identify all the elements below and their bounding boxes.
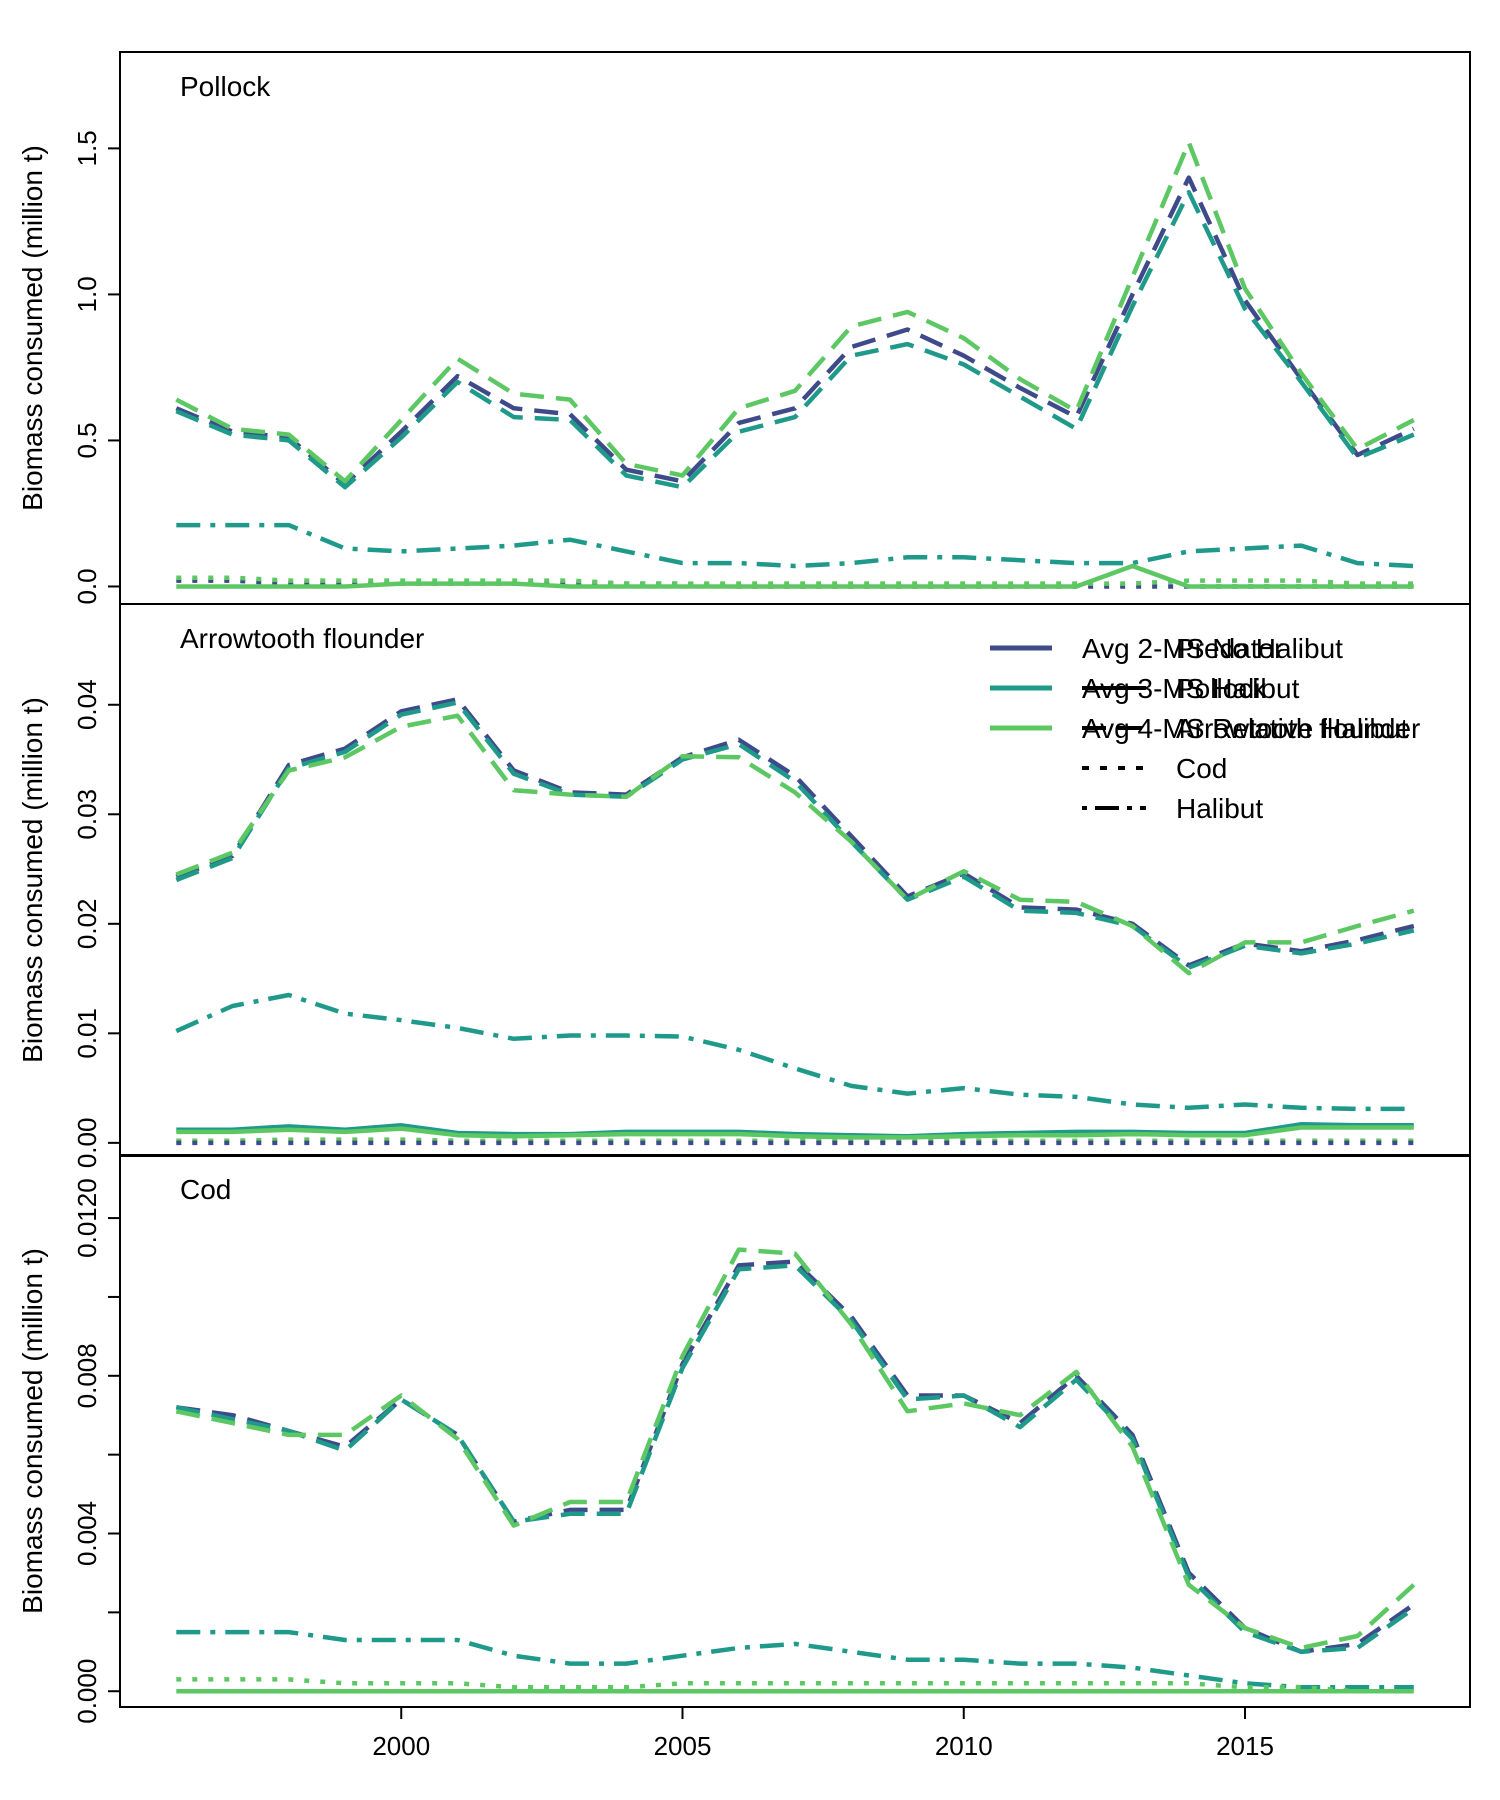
series-group — [175, 697, 1415, 1146]
y-tick-label: 0.004 — [72, 1501, 102, 1566]
series-line-avg-3-ms-halibut-halibut — [175, 992, 1414, 1112]
panel-frame — [119, 51, 1471, 605]
y-tick-label: 0.000 — [72, 1659, 102, 1724]
y-tick-label: 1.0 — [72, 276, 102, 312]
legend-label-predator: Predator — [1176, 633, 1283, 664]
y-tick-label: 0.0 — [72, 568, 102, 604]
panel-title: Arrowtooth flounder — [180, 623, 424, 654]
legend-label-halibut: Halibut — [1176, 793, 1263, 824]
legend-label-pollock: Pollock — [1176, 673, 1267, 704]
x-tick-label: 2015 — [1216, 1731, 1274, 1761]
y-tick-label: 0.5 — [72, 422, 102, 458]
y-tick-label: 0.01 — [72, 1008, 102, 1059]
series-line-avg-4-ms-relative-halibut-cod — [176, 1137, 1414, 1143]
y-tick-label: 0.02 — [72, 899, 102, 950]
legend-label-avg-2-ms-no-halibut: Avg 2-MS No Halibut — [1082, 633, 1343, 664]
series-line-avg-4-ms-relative-halibut-cod — [176, 575, 1414, 586]
series-line-avg-3-ms-halibut-pollock — [175, 700, 1415, 970]
series-line-avg-3-ms-halibut-pollock — [175, 1263, 1416, 1655]
y-axis-title: Biomass consumed (million t) — [17, 697, 48, 1063]
legend-label-arrowtooth-flounder: Arrowtooth flounder — [1176, 713, 1420, 744]
x-tick-label: 2005 — [654, 1731, 712, 1761]
y-tick-label: 0.04 — [72, 679, 102, 730]
series-group — [175, 140, 1415, 589]
series-line-avg-2-ms-no-halibut-pollock — [175, 175, 1415, 487]
y-tick-label: 0.03 — [72, 789, 102, 840]
panel-title: Pollock — [180, 71, 271, 102]
panel-pollock: 0.0 0.5 1.0 1.5 Pollock Biomass consumed (mil… — [17, 51, 1471, 605]
y-tick-label: 0.0120 — [72, 1178, 102, 1258]
y-axis-title: Biomass consumed (million t) — [17, 1248, 48, 1614]
y-tick-label: 0.008 — [72, 1343, 102, 1408]
series-line-avg-4-ms-relative-halibut-pollock — [175, 140, 1415, 484]
series-line-avg-4-ms-relative-halibut-pollock — [175, 713, 1415, 976]
y-tick-label: 1.5 — [72, 130, 102, 166]
series-line-avg-3-ms-halibut-halibut — [176, 1629, 1414, 1690]
series-line-avg-3-ms-halibut-halibut — [176, 522, 1414, 569]
y-tick-label: 0.00 — [72, 1118, 102, 1169]
series-line-avg-4-ms-relative-halibut-arrowtooth-flounder — [176, 1125, 1414, 1140]
series-line-avg-3-ms-halibut-pollock — [175, 189, 1415, 490]
panel-title: Cod — [180, 1174, 231, 1205]
series-line-avg-4-ms-relative-halibut-arrowtooth-flounder — [176, 563, 1414, 589]
legend-label-cod: Cod — [1176, 753, 1227, 784]
series-group — [175, 1247, 1416, 1694]
y-axis-title: Biomass consumed (million t) — [17, 145, 48, 511]
x-tick-label: 2000 — [372, 1731, 430, 1761]
series-line-avg-4-ms-relative-halibut-pollock — [175, 1247, 1416, 1651]
panel-cod: 0.000 0.004 0.008 0.0120 Cod Biomass consumed… — [17, 1154, 1471, 1761]
x-tick-label: 2010 — [935, 1731, 993, 1761]
series-line-avg-2-ms-no-halibut-pollock — [175, 1259, 1416, 1655]
panel-frame — [119, 1154, 1471, 1708]
